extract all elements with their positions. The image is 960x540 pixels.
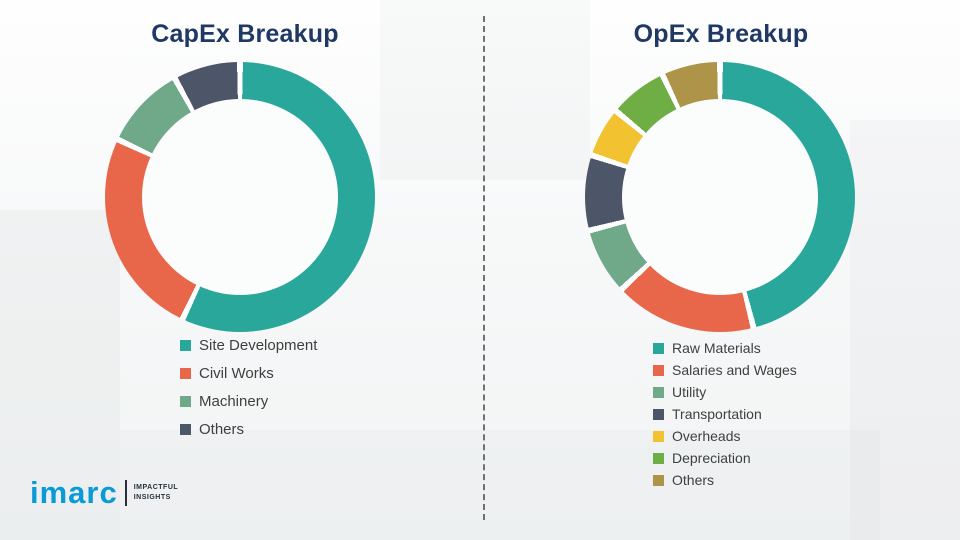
imarc-logo: imarc IMPACTFUL INSIGHTS <box>30 477 178 508</box>
legend-label: Utility <box>672 384 707 400</box>
legend-item: Site Development <box>180 337 317 354</box>
legend-label: Depreciation <box>672 450 751 466</box>
legend-swatch <box>653 430 664 442</box>
legend-item: Transportation <box>653 406 797 422</box>
legend-swatch <box>653 474 664 486</box>
legend-label: Others <box>199 421 245 438</box>
legend-label: Transportation <box>672 406 762 422</box>
legend-item: Depreciation <box>653 450 797 466</box>
capex-legend: Site Development Civil Works Machinery Othe… <box>180 337 317 438</box>
legend-swatch <box>180 396 191 407</box>
opex-donut-chart <box>585 62 855 332</box>
background-shape <box>850 120 960 540</box>
legend-item: Others <box>653 472 797 488</box>
imarc-logo-wordmark: imarc <box>30 475 118 510</box>
legend-item: Civil Works <box>180 365 317 382</box>
legend-item: Utility <box>653 384 797 400</box>
legend-label: Overheads <box>672 428 741 444</box>
legend-swatch <box>653 342 664 354</box>
logo-tagline: IMPACTFUL INSIGHTS <box>134 483 178 502</box>
logo-divider-bar <box>124 479 127 506</box>
opex-legend: Raw Materials Salaries and Wages Utility Tr… <box>653 340 797 488</box>
legend-item: Machinery <box>180 393 317 410</box>
legend-label: Others <box>672 472 715 488</box>
legend-label: Salaries and Wages <box>672 362 797 378</box>
legend-item: Overheads <box>653 428 797 444</box>
legend-swatch <box>653 408 664 420</box>
capex-chart-title: CapEx Breakup <box>151 20 339 48</box>
capex-donut-chart <box>105 62 375 332</box>
legend-item: Others <box>180 421 317 438</box>
legend-swatch <box>180 368 191 379</box>
legend-item: Salaries and Wages <box>653 362 797 378</box>
donut-hole <box>142 99 338 295</box>
logo-tagline-line2: INSIGHTS <box>133 493 171 501</box>
legend-swatch <box>180 424 191 435</box>
legend-label: Site Development <box>199 337 318 354</box>
legend-label: Civil Works <box>199 365 274 382</box>
logo-tagline-line1: IMPACTFUL <box>133 484 179 492</box>
legend-item: Raw Materials <box>653 340 797 356</box>
legend-label: Machinery <box>199 393 269 410</box>
legend-swatch <box>653 386 664 398</box>
opex-chart-title: OpEx Breakup <box>633 20 809 48</box>
legend-label: Raw Materials <box>672 340 761 356</box>
center-dashed-divider <box>483 16 485 520</box>
legend-swatch <box>180 340 191 351</box>
donut-hole <box>622 99 818 295</box>
legend-swatch <box>653 452 664 464</box>
legend-swatch <box>653 364 664 376</box>
